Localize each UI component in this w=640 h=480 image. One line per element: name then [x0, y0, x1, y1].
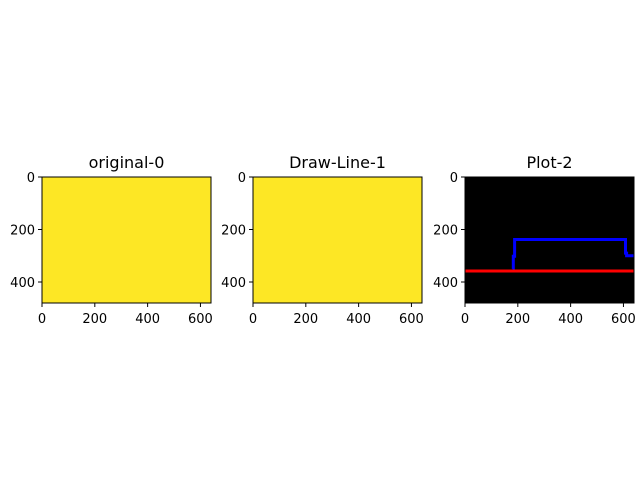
x-tick-label: 0	[461, 312, 469, 327]
y-tick-label: 200	[10, 224, 35, 239]
y-tick-label: 0	[27, 171, 35, 186]
plot-line-0	[511, 238, 634, 271]
subplot-0: original-0 0 200 400 600 0 200 400	[10, 153, 213, 327]
x-tick-label: 200	[82, 312, 107, 327]
axes-frame	[464, 176, 635, 304]
y-tick-label: 0	[238, 171, 246, 186]
y-tick-label: 400	[10, 276, 35, 291]
x-tick-label: 200	[293, 312, 318, 327]
x-tick-label: 600	[399, 312, 424, 327]
x-tick-label: 200	[505, 312, 530, 327]
image-fill	[253, 177, 422, 303]
subplot-1: Draw-Line-1 0 200 400 600 0 200 400	[221, 153, 424, 327]
x-tick-label: 600	[188, 312, 213, 327]
subplot-title: Plot-2	[526, 153, 572, 172]
subplot-title: Draw-Line-1	[289, 153, 386, 172]
x-tick-label: 0	[249, 312, 257, 327]
axes-frame	[252, 176, 423, 304]
x-tick-label: 400	[558, 312, 583, 327]
y-tick-label: 200	[221, 224, 246, 239]
image-fill	[42, 177, 211, 303]
y-tick-label: 0	[450, 171, 458, 186]
x-tick-label: 0	[38, 312, 46, 327]
y-tick-label: 400	[433, 276, 458, 291]
subplot-title: original-0	[89, 153, 165, 172]
axes-frame	[41, 176, 212, 304]
x-tick-label: 600	[611, 312, 636, 327]
subplot-2: Plot-2 0 200 400 600 0 200 400	[433, 153, 636, 327]
y-tick-label: 400	[221, 276, 246, 291]
y-tick-label: 200	[433, 224, 458, 239]
x-tick-label: 400	[346, 312, 371, 327]
x-tick-label: 400	[135, 312, 160, 327]
